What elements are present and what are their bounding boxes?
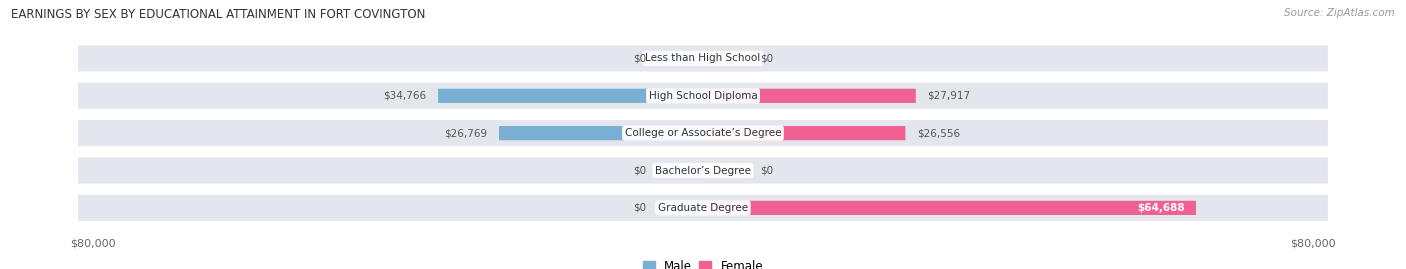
FancyBboxPatch shape [703,201,1197,215]
FancyBboxPatch shape [79,157,1327,183]
FancyBboxPatch shape [703,164,749,178]
FancyBboxPatch shape [657,164,703,178]
FancyBboxPatch shape [657,201,703,215]
Legend: Male, Female: Male, Female [643,260,763,269]
FancyBboxPatch shape [657,51,703,66]
FancyBboxPatch shape [79,195,1327,221]
Text: Bachelor’s Degree: Bachelor’s Degree [655,165,751,175]
Text: $0: $0 [761,54,773,63]
Text: EARNINGS BY SEX BY EDUCATIONAL ATTAINMENT IN FORT COVINGTON: EARNINGS BY SEX BY EDUCATIONAL ATTAINMEN… [11,8,426,21]
FancyBboxPatch shape [499,126,703,140]
Text: College or Associate’s Degree: College or Associate’s Degree [624,128,782,138]
Text: High School Diploma: High School Diploma [648,91,758,101]
FancyBboxPatch shape [79,120,1327,146]
Text: $26,769: $26,769 [444,128,488,138]
FancyBboxPatch shape [79,45,1327,72]
Text: Source: ZipAtlas.com: Source: ZipAtlas.com [1284,8,1395,18]
Text: $0: $0 [633,54,645,63]
FancyBboxPatch shape [703,126,905,140]
Text: Less than High School: Less than High School [645,54,761,63]
Text: $34,766: $34,766 [384,91,426,101]
Text: $0: $0 [761,165,773,175]
Text: $64,688: $64,688 [1137,203,1185,213]
FancyBboxPatch shape [79,83,1327,109]
Text: $27,917: $27,917 [927,91,970,101]
Text: $0: $0 [633,203,645,213]
Text: $26,556: $26,556 [917,128,960,138]
Text: $0: $0 [633,165,645,175]
FancyBboxPatch shape [439,89,703,103]
FancyBboxPatch shape [703,89,915,103]
Text: Graduate Degree: Graduate Degree [658,203,748,213]
FancyBboxPatch shape [703,51,749,66]
